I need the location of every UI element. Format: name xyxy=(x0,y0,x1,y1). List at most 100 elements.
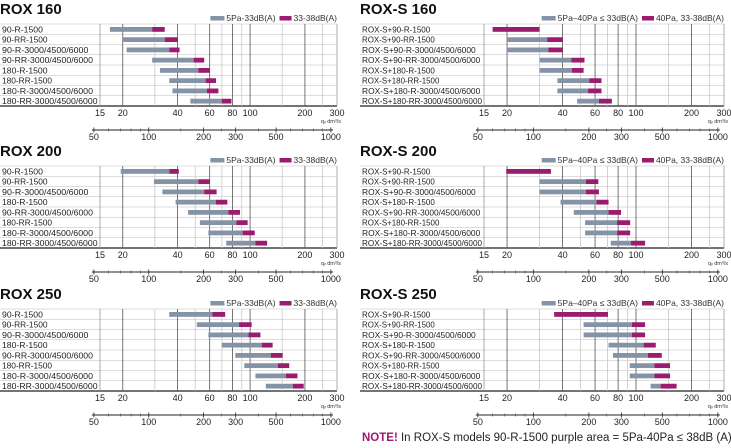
x-tick-label: 15 xyxy=(479,393,489,403)
legend-swatch-low xyxy=(210,158,225,163)
bar-high xyxy=(547,37,563,43)
row-label: ROX-S+90-R-1500 xyxy=(362,24,430,34)
x-tick-label: 40 xyxy=(173,250,183,260)
x-tick-label: 100 xyxy=(628,250,643,260)
bar-high xyxy=(654,373,671,379)
row-label: 90-RR-1500 xyxy=(2,177,48,187)
chart-svg: ROX 250 33-38dB(A)5Pa-33dB(A)90-R-150090-… xyxy=(0,286,345,434)
bar-high xyxy=(631,240,646,246)
secondary-tick-label: 200 xyxy=(196,274,211,284)
bar-high xyxy=(572,68,584,73)
legend-label-low: 5Pa-33dB(A) xyxy=(226,298,275,308)
legend-label-high: 33-38dB(A) xyxy=(294,298,338,308)
x-tick-label: 80 xyxy=(613,393,623,403)
row-label: ROX-S+90-R-3000/4500/6000 xyxy=(362,45,476,55)
x-tick-label: 60 xyxy=(205,393,215,403)
row-label: ROX-S+90-R-3000/4500/6000 xyxy=(362,330,476,340)
bar-low xyxy=(650,383,661,389)
x-tick-label: 20 xyxy=(118,250,128,260)
bar-high xyxy=(261,342,273,348)
secondary-tick-label: 1000 xyxy=(321,274,341,284)
x-tick-label: 80 xyxy=(227,393,237,403)
row-label: ROX-S+90-R-3000/4500/6000 xyxy=(362,187,476,197)
bar-high xyxy=(193,57,205,63)
secondary-tick-label: 50 xyxy=(89,132,99,142)
x-tick-label: 40 xyxy=(173,108,183,118)
x-axis-unit: qᵥ dm³/s xyxy=(321,119,341,125)
x-tick-label: 15 xyxy=(479,250,489,260)
bar-high xyxy=(598,98,612,104)
bar-high xyxy=(205,78,217,84)
bar-low xyxy=(608,342,644,348)
x-tick-label: 20 xyxy=(502,250,512,260)
x-tick-label: 300 xyxy=(716,250,731,260)
row-label: 180-R-1500 xyxy=(2,340,48,350)
x-tick-label: 100 xyxy=(243,250,258,260)
secondary-tick-label: 200 xyxy=(581,132,596,142)
secondary-tick-label: 200 xyxy=(581,274,596,284)
row-label: ROX-S+90-RR-1500 xyxy=(362,177,435,187)
bar-low xyxy=(226,240,256,246)
legend-swatch-high xyxy=(279,16,292,21)
secondary-tick-label: 50 xyxy=(473,274,483,284)
x-tick-label: 200 xyxy=(297,108,312,118)
bar-low xyxy=(265,383,293,389)
x-tick-label: 60 xyxy=(205,250,215,260)
secondary-tick-label: 100 xyxy=(141,132,156,142)
x-tick-label: 60 xyxy=(205,108,215,118)
bar-low xyxy=(199,220,237,226)
legend-swatch-high xyxy=(641,158,654,163)
legend-swatch-low xyxy=(541,16,556,21)
chart-title: ROX 160 xyxy=(0,1,62,18)
bar-high xyxy=(221,98,232,104)
bar-high xyxy=(554,312,608,317)
bar-high xyxy=(585,189,599,195)
chart-svg: ROX-S 200 40Pa, 33-38dB(A) 5Pa–40Pa ≤ 33dB… xyxy=(360,143,731,291)
secondary-tick-label: 1000 xyxy=(708,417,728,427)
chart-rox-s-200: ROX-S 200 40Pa, 33-38dB(A) 5Pa–40Pa ≤ 33dB… xyxy=(360,142,731,291)
x-tick-label: 300 xyxy=(329,393,344,403)
bar-low xyxy=(190,98,222,104)
secondary-tick-label: 1000 xyxy=(321,417,341,427)
row-label: 90-RR-3000/4500/6000 xyxy=(2,55,93,65)
chart-rox-250: ROX 250 33-38dB(A) 5Pa-33dB(A) 90-R-1500 90-… xyxy=(0,285,345,434)
chart-rox-s-160: ROX-S 160 40Pa, 33-38dB(A) 5Pa–40Pa ≤ 33dB… xyxy=(360,0,731,149)
secondary-tick-label: 500 xyxy=(269,274,284,284)
row-label: 180-R-3000/4500/6000 xyxy=(2,228,93,238)
secondary-tick-label: 1000 xyxy=(321,132,341,142)
secondary-tick-label: 100 xyxy=(526,132,541,142)
chart-title: ROX-S 200 xyxy=(360,143,437,160)
x-tick-label: 20 xyxy=(502,393,512,403)
bar-low xyxy=(560,199,597,205)
row-label: 90-R-1500 xyxy=(2,166,43,176)
x-tick-label: 80 xyxy=(227,108,237,118)
bar-high xyxy=(169,169,179,174)
secondary-tick-label: 300 xyxy=(228,417,243,427)
bar-low xyxy=(152,57,194,63)
x-tick-label: 200 xyxy=(684,108,699,118)
x-axis-unit: qᵥ dm³/s xyxy=(708,119,728,125)
bar-low xyxy=(585,220,618,226)
bar-low xyxy=(109,27,153,32)
bar-low xyxy=(583,332,632,338)
bar-high xyxy=(228,210,240,215)
bar-high xyxy=(239,322,252,328)
legend-swatch-low xyxy=(541,301,556,306)
row-label: 90-RR-3000/4500/6000 xyxy=(2,207,93,217)
bar-low xyxy=(612,353,648,358)
bar-low xyxy=(577,98,599,104)
row-label: 180-R-1500 xyxy=(2,197,48,207)
bar-low xyxy=(244,363,278,369)
legend-label-high: 33-38dB(A) xyxy=(294,155,338,165)
bar-low xyxy=(221,342,262,348)
bar-low xyxy=(539,68,573,73)
row-label: 180-RR-3000/4500/6000 xyxy=(2,381,98,391)
row-label: ROX-S+180-RR-3000/4500/6000 xyxy=(362,238,482,248)
bar-low xyxy=(583,322,632,328)
bar-high xyxy=(647,353,662,358)
row-label: ROX-S+90-R-1500 xyxy=(362,166,430,176)
bar-high xyxy=(216,199,228,205)
x-tick-label: 200 xyxy=(297,393,312,403)
secondary-tick-label: 1000 xyxy=(708,132,728,142)
row-label: 90-RR-3000/4500/6000 xyxy=(2,350,93,360)
